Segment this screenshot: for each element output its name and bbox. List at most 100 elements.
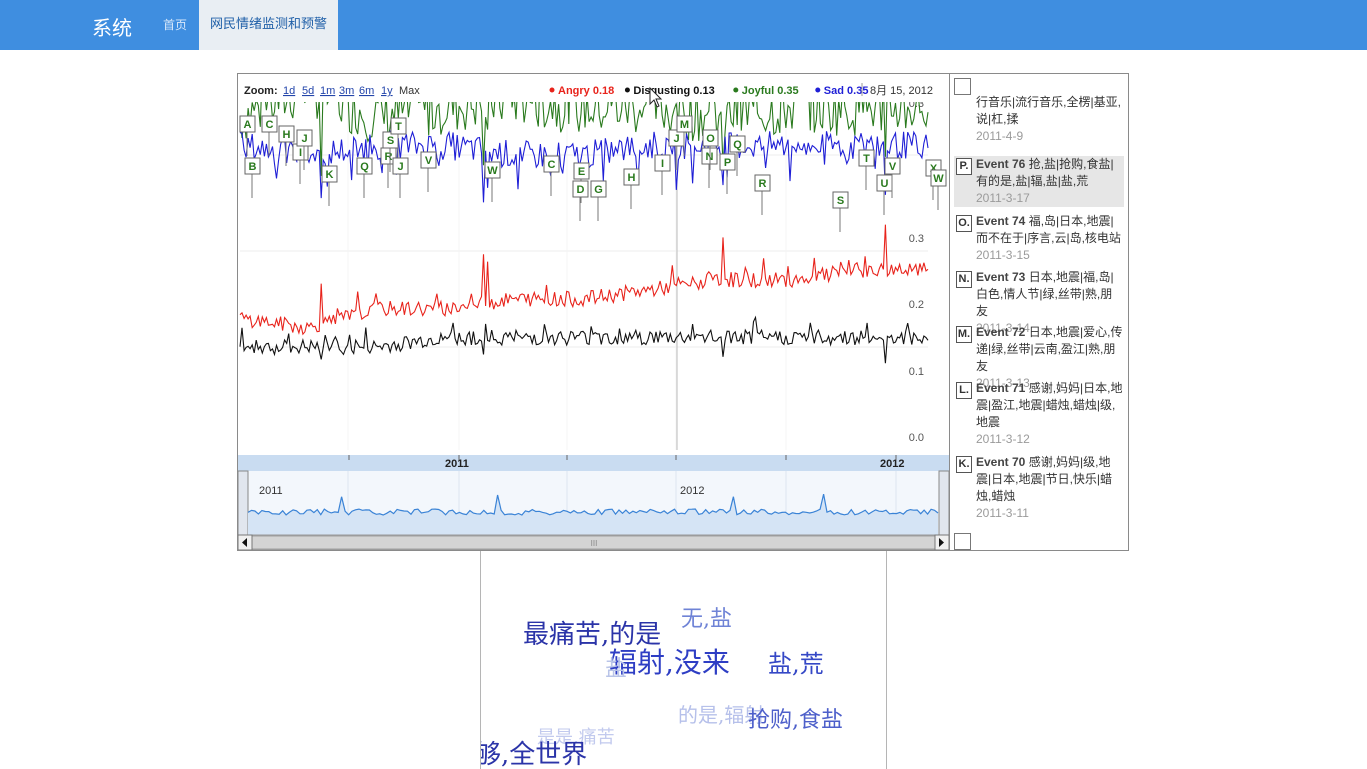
event-list-panel[interactable]: 行音乐|流行音乐,全楞|基亚,说|杠,揉 2011-4-9 P. Event 76 抢… xyxy=(949,73,1129,551)
flag-letter: G xyxy=(594,184,603,196)
zoom-label: Zoom: xyxy=(244,85,278,97)
legend-dot xyxy=(550,88,555,93)
flag-letter: A xyxy=(244,119,252,131)
flag-letter: I xyxy=(299,147,302,159)
event-item[interactable]: L. Event 71 感谢,妈妈|日本,地震|盈江,地震|蜡烛,蜡烛|级,地震 2… xyxy=(954,380,1124,448)
event-letter-badge: P. xyxy=(956,158,972,175)
event-flag[interactable]: D xyxy=(573,181,588,221)
event-item[interactable]: K. Event 70 感谢,妈妈|级,地震|日本,地震|节日,快乐|蜡烛,蜡烛 2… xyxy=(954,454,1124,522)
event-flag[interactable]: U xyxy=(877,175,892,215)
legend-disgusting[interactable]: Disgusting 0.13 xyxy=(633,85,714,97)
event-flag[interactable]: J xyxy=(393,158,408,198)
flag-letter: M xyxy=(680,119,689,131)
flag-letter: J xyxy=(301,133,307,145)
event-title: Event 72 xyxy=(976,325,1025,339)
event-flag[interactable]: K xyxy=(322,166,337,206)
zoom-option-1y[interactable]: 1y xyxy=(381,85,393,97)
event-flag[interactable]: H xyxy=(624,169,639,209)
cloud-word[interactable]: 无,盐 xyxy=(681,601,732,633)
flag-letter: T xyxy=(863,153,870,165)
navigator-handle-right[interactable] xyxy=(939,471,949,535)
event-flag[interactable]: C xyxy=(262,116,277,156)
y-tick-label: 0.3 xyxy=(909,233,924,245)
flag-letter: C xyxy=(266,119,274,131)
navigator-handle-left[interactable] xyxy=(238,471,248,535)
cloud-word[interactable]: 够,全世界 xyxy=(480,734,587,769)
flag-letter: H xyxy=(283,129,291,141)
cloud-word[interactable]: 抢购,食盐 xyxy=(748,702,843,734)
event-date: 2011-3-12 xyxy=(976,431,1124,448)
event-flag[interactable]: V xyxy=(421,152,436,192)
scroll-up-checkbox[interactable] xyxy=(954,78,971,95)
y-tick-label: 0.1 xyxy=(909,366,924,378)
event-flag[interactable]: T xyxy=(859,150,874,190)
navigator-tick-label: 2012 xyxy=(680,485,704,497)
event-title: Event 73 xyxy=(976,270,1025,284)
event-body: Event 71 感谢,妈妈|日本,地震|盈江,地震|蜡烛,蜡烛|级,地震 201… xyxy=(976,380,1124,448)
cloud-word[interactable]: 盐,荒 xyxy=(768,644,824,679)
flag-letter: J xyxy=(673,133,679,145)
event-title: Event 70 xyxy=(976,455,1025,469)
flag-letter: J xyxy=(397,161,403,173)
flag-letter: P xyxy=(724,157,731,169)
brand-title[interactable]: 系统 xyxy=(92,12,132,41)
event-flag[interactable]: S xyxy=(833,192,848,232)
y-tick-label: 0.2 xyxy=(909,299,924,311)
event-title: Event 76 xyxy=(976,157,1025,171)
event-flag[interactable]: I xyxy=(655,155,670,195)
zoom-option-1d[interactable]: 1d xyxy=(283,85,295,97)
flag-letter: R xyxy=(385,151,393,163)
legend-dot xyxy=(815,88,820,93)
nav-sentiment-tab[interactable]: 网民情绪监测和预警 xyxy=(199,0,338,50)
event-keywords: 行音乐|流行音乐,全楞|基亚,说|杠,揉 xyxy=(976,95,1121,126)
zoom-option-3m[interactable]: 3m xyxy=(339,85,354,97)
legend-dot xyxy=(733,88,738,93)
event-item[interactable]: O. Event 74 福,岛|日本,地震|而不在于|序言,云|岛,核电站 2011… xyxy=(954,213,1124,264)
event-flag[interactable]: I xyxy=(293,144,308,184)
series-disgusting-line xyxy=(240,317,928,363)
event-flag[interactable]: R xyxy=(755,175,770,215)
event-letter-badge: O. xyxy=(956,215,972,232)
event-body: Event 70 感谢,妈妈|级,地震|日本,地震|节日,快乐|蜡烛,蜡烛 201… xyxy=(976,454,1124,522)
legend-angry[interactable]: Angry 0.18 xyxy=(558,85,614,97)
nav-home-link[interactable]: 首页 xyxy=(163,16,187,33)
event-flag[interactable]: Q xyxy=(357,158,372,198)
zoom-option-1m[interactable]: 1m xyxy=(320,85,335,97)
sentiment-chart[interactable]: 0.30.30.20.10.0ABCIHJKQRSJTVWCEDGHIJMNOP… xyxy=(237,73,950,551)
zoom-option-Max[interactable]: Max xyxy=(399,85,420,97)
flag-letter: W xyxy=(487,165,498,177)
flag-letter: H xyxy=(628,172,636,184)
event-flag[interactable]: H xyxy=(279,126,294,166)
chart-canvas[interactable]: 0.30.30.20.10.0ABCIHJKQRSJTVWCEDGHIJMNOP… xyxy=(238,74,949,550)
zoom-option-6m[interactable]: 6m xyxy=(359,85,374,97)
legend-joyful[interactable]: Joyful 0.35 xyxy=(742,85,799,97)
event-flag[interactable]: G xyxy=(591,181,606,221)
flag-letter: O xyxy=(706,133,715,145)
event-letter-badge: L. xyxy=(956,382,972,399)
flag-letter: Q xyxy=(733,139,742,151)
legend-dot xyxy=(625,88,630,93)
flag-letter: E xyxy=(578,166,585,178)
event-item[interactable]: P. Event 76 抢,盐|抢购,食盐|有的是,盐|辐,盐|盐,荒 2011-3… xyxy=(954,156,1124,207)
event-item[interactable]: 行音乐|流行音乐,全楞|基亚,说|杠,揉 2011-4-9 xyxy=(954,94,1124,145)
flag-letter: K xyxy=(326,169,334,181)
event-date: 2011-4-9 xyxy=(976,128,1124,145)
event-date: 2011-3-17 xyxy=(976,190,1124,207)
flag-letter: Q xyxy=(360,161,369,173)
legend-date: 8月 15, 2012 xyxy=(870,85,933,97)
flag-letter: B xyxy=(249,161,257,173)
flag-letter: C xyxy=(548,159,556,171)
event-body: 行音乐|流行音乐,全楞|基亚,说|杠,揉 2011-4-9 xyxy=(976,94,1124,145)
cloud-word[interactable]: 辐射,没来 xyxy=(609,641,730,681)
series-angry-line xyxy=(240,225,928,335)
scroll-down-checkbox[interactable] xyxy=(954,533,971,550)
flag-letter: R xyxy=(759,178,767,190)
zoom-option-5d[interactable]: 5d xyxy=(302,85,314,97)
flag-letter: T xyxy=(395,121,402,133)
event-title: Event 74 xyxy=(976,214,1025,228)
event-flag[interactable]: B xyxy=(245,158,260,198)
flag-letter: S xyxy=(837,195,844,207)
event-flag[interactable]: C xyxy=(544,156,559,196)
scrollbar-grip: III xyxy=(591,539,598,548)
cloud-word[interactable]: 盐 xyxy=(605,651,627,683)
